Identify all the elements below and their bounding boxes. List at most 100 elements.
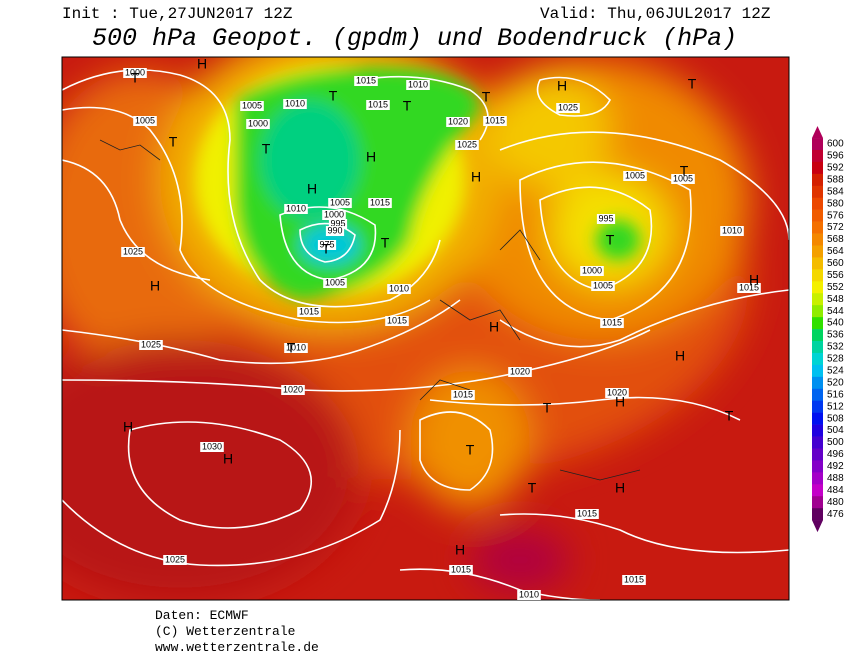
colorbar-cell bbox=[812, 257, 823, 270]
pressure-system-marker: H bbox=[223, 451, 233, 467]
colorbar-cell bbox=[812, 364, 823, 378]
isobar-label: 1000 bbox=[248, 118, 268, 128]
colorbar-tick-label: 532 bbox=[827, 342, 844, 353]
colorbar-tick-label: 496 bbox=[827, 449, 844, 460]
pressure-system-marker: H bbox=[197, 56, 207, 72]
pressure-system-marker: H bbox=[150, 278, 160, 294]
pressure-system-marker: T bbox=[466, 442, 475, 458]
colorbar-tick-label: 576 bbox=[827, 210, 844, 221]
isobar-label-box bbox=[322, 210, 346, 220]
footer-source: Daten: ECMWF bbox=[155, 608, 249, 623]
isobar-label-box bbox=[591, 281, 615, 291]
isobar-label-box bbox=[508, 367, 532, 377]
colorbar-tick-label: 504 bbox=[827, 425, 844, 436]
isobar-label-box bbox=[284, 343, 308, 353]
pressure-system-marker: T bbox=[381, 235, 390, 251]
isobar-label: 1015 bbox=[368, 99, 388, 109]
colorbar-cell bbox=[812, 161, 823, 175]
isobar-label: 1015 bbox=[387, 315, 407, 325]
pressure-system-marker: H bbox=[123, 419, 133, 435]
colorbar-tick-label: 508 bbox=[827, 413, 844, 424]
isobar-label-box bbox=[325, 226, 345, 236]
pressure-system-marker: T bbox=[329, 88, 338, 104]
isobar-label-box bbox=[297, 307, 321, 317]
colorbar-tick-label: 580 bbox=[827, 198, 844, 209]
colorbar-cell bbox=[812, 424, 823, 437]
pressure-system-marker: T bbox=[403, 98, 412, 114]
pressure-system-marker: T bbox=[322, 241, 331, 257]
colorbar-cell bbox=[812, 138, 823, 151]
colorbar-cell bbox=[812, 185, 823, 199]
colorbar-tick-label: 540 bbox=[827, 318, 844, 329]
isobar-label: 1000 bbox=[324, 209, 344, 219]
colorbar-tick-label: 516 bbox=[827, 389, 844, 400]
isobar-label-box bbox=[556, 103, 580, 113]
colorbar-tick-label: 520 bbox=[827, 377, 844, 388]
pressure-system-marker: T bbox=[680, 163, 689, 179]
colorbar-cell bbox=[812, 472, 823, 485]
pressure-system-marker: T bbox=[287, 340, 296, 356]
colorbar-cell bbox=[812, 508, 823, 521]
colorbar-cell bbox=[812, 400, 823, 413]
isobar-label-box bbox=[246, 119, 270, 129]
isobar-label: 1005 bbox=[242, 100, 262, 110]
isobar-label-box bbox=[517, 590, 541, 600]
isobar-label-box bbox=[575, 509, 599, 519]
colorbar-cell bbox=[812, 412, 823, 425]
colorbar-cell bbox=[812, 305, 823, 318]
isobar-label-box bbox=[600, 318, 624, 328]
isobar-label: 995 bbox=[598, 213, 613, 223]
colorbar-cell bbox=[812, 197, 823, 210]
colorbar-cell bbox=[812, 460, 823, 473]
colorbar-cell bbox=[812, 149, 823, 163]
colorbar-cell bbox=[812, 388, 823, 402]
isobar-label: 1025 bbox=[558, 102, 578, 112]
isobar-label-box bbox=[133, 116, 157, 126]
pressure-system-marker: T bbox=[606, 232, 615, 248]
isobar-label-box bbox=[622, 575, 646, 585]
isobar-label: 1020 bbox=[607, 387, 627, 397]
isobar-label: 1025 bbox=[457, 139, 477, 149]
pressure-system-marker: H bbox=[749, 272, 759, 288]
isobar-label: 1015 bbox=[451, 564, 471, 574]
isobar-label-box bbox=[366, 100, 390, 110]
isobar-label: 1010 bbox=[285, 98, 305, 108]
isobar-label-box bbox=[283, 99, 307, 109]
pressure-system-marker: T bbox=[688, 76, 697, 92]
isobar-label-box bbox=[737, 283, 761, 293]
colorbar-cell bbox=[812, 281, 823, 294]
isobar-label-box bbox=[200, 442, 224, 452]
isobar-label: 1020 bbox=[283, 384, 303, 394]
colorbar-cell bbox=[812, 329, 823, 342]
isobar-label-box bbox=[328, 198, 352, 208]
colorbar-tick-label: 512 bbox=[827, 401, 844, 412]
colorbar-cell bbox=[812, 173, 823, 187]
colorbar-tick-label: 524 bbox=[827, 366, 844, 377]
colorbar-cell bbox=[812, 293, 823, 306]
isobar-label: 1010 bbox=[286, 342, 306, 352]
pressure-system-marker: T bbox=[482, 89, 491, 105]
isobar-label: 1010 bbox=[722, 225, 742, 235]
isobar-label: 1025 bbox=[165, 554, 185, 564]
pressure-system-marker: H bbox=[557, 78, 567, 94]
colorbar-tick-label: 492 bbox=[827, 461, 844, 472]
footer-url: www.wetterzentrale.de bbox=[155, 640, 319, 655]
isobar-label-box bbox=[605, 388, 629, 398]
isobar-label-box bbox=[623, 171, 647, 181]
isobar-label-box bbox=[284, 204, 308, 214]
isobar-label: 1005 bbox=[593, 280, 613, 290]
isobar-label: 1030 bbox=[202, 441, 222, 451]
isobar-label: 1000 bbox=[582, 265, 602, 275]
colorbar-cell bbox=[812, 496, 823, 509]
colorbar-tick-label: 592 bbox=[827, 163, 844, 174]
isobar-label-box bbox=[720, 226, 744, 236]
pressure-system-marker: H bbox=[366, 149, 376, 165]
isobar-label-box bbox=[387, 284, 411, 294]
isobar-label: 1010 bbox=[286, 203, 306, 213]
colorbar-tick-label: 484 bbox=[827, 485, 844, 496]
colorbar-top-arrow bbox=[812, 126, 823, 139]
isobar-label-box bbox=[354, 76, 378, 86]
isobar-label: 1005 bbox=[330, 197, 350, 207]
isobar-label: 1010 bbox=[519, 589, 539, 599]
colorbar-tick-label: 552 bbox=[827, 282, 844, 293]
